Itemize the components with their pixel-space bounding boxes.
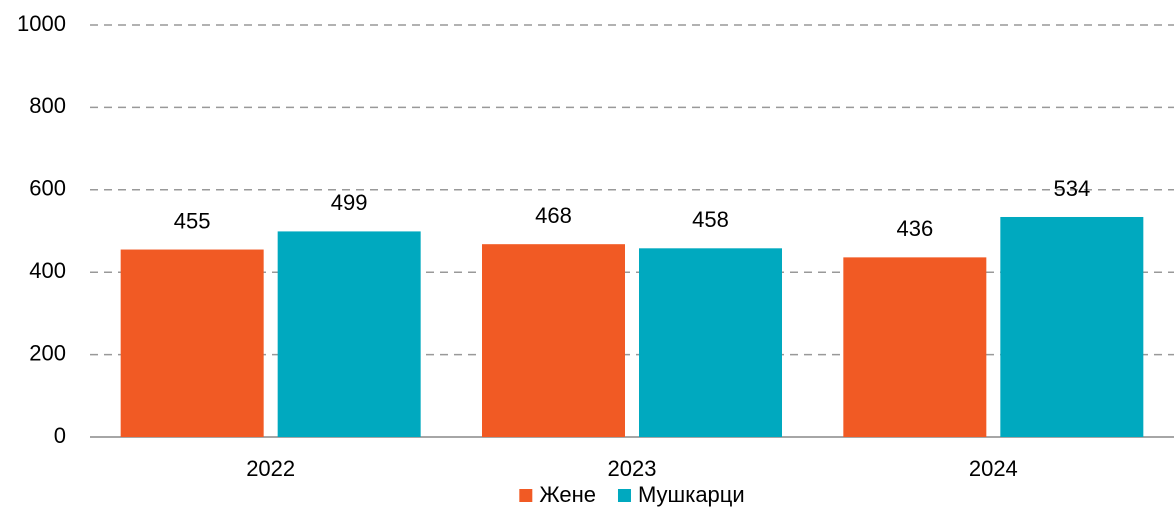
legend-label: Мушкарци (638, 482, 745, 507)
value-label: 468 (535, 203, 572, 228)
x-tick-label: 2023 (608, 456, 657, 481)
bar (482, 244, 625, 437)
y-tick-label: 400 (29, 258, 66, 283)
legend-item: Жене (519, 482, 596, 507)
bar (120, 249, 264, 437)
legend-item: Мушкарци (617, 482, 745, 507)
legend-label: Жене (539, 482, 596, 507)
value-label: 534 (1053, 176, 1090, 201)
bar (639, 248, 782, 437)
legend-swatch (519, 489, 533, 502)
y-tick-label: 200 (29, 340, 66, 365)
legend-swatch (617, 489, 631, 502)
bar (277, 231, 421, 437)
y-tick-label: 600 (29, 176, 66, 201)
y-tick-label: 1000 (17, 11, 66, 36)
value-label: 436 (896, 216, 933, 241)
value-label: 499 (331, 190, 368, 215)
y-tick-label: 0 (54, 423, 66, 448)
legend: Жене Мушкарци (519, 482, 745, 507)
y-tick-label: 800 (29, 93, 66, 118)
x-tick-label: 2022 (246, 456, 295, 481)
x-tick-label: 2024 (969, 456, 1018, 481)
value-label: 455 (174, 208, 211, 233)
bar (843, 257, 987, 437)
bar (1000, 216, 1144, 437)
value-label: 458 (692, 207, 729, 232)
